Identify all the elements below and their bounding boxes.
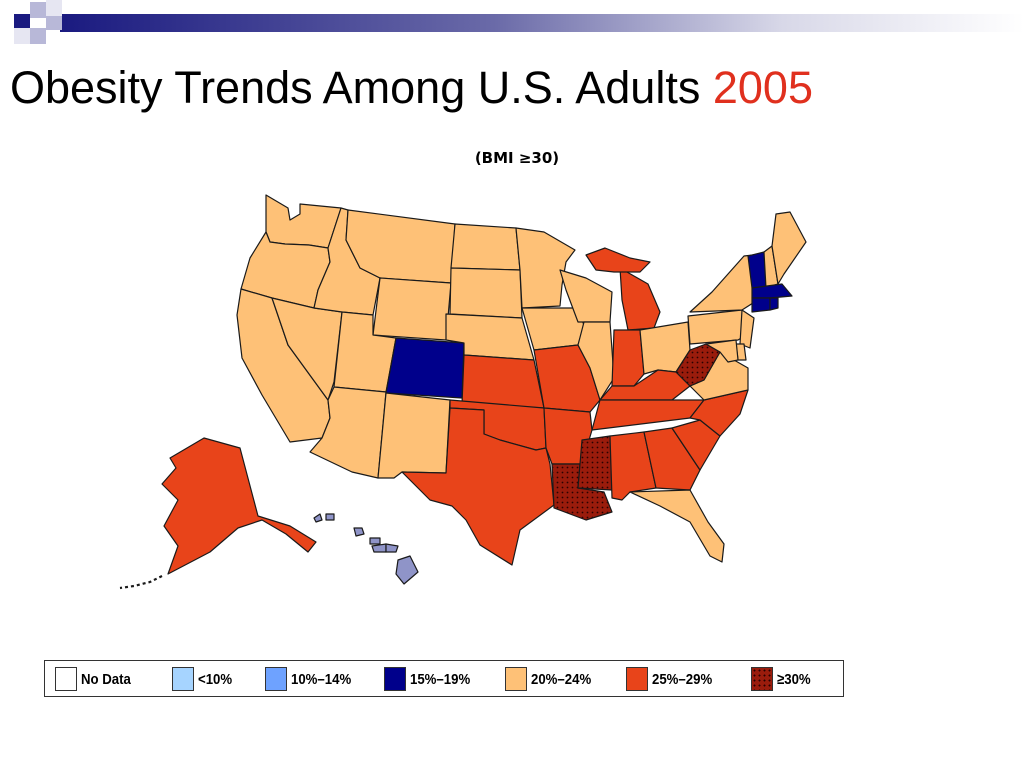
subtitle: (BMI ≥30) (474, 149, 560, 167)
legend-label: <10% (198, 670, 233, 688)
page-title: Obesity Trends Among U.S. Adults 2005 (10, 62, 813, 114)
state-pennsylvania (687, 309, 749, 345)
state-wyoming (372, 277, 452, 341)
state-washington (265, 194, 342, 249)
state-newmexico (377, 392, 451, 479)
legend-swatch (505, 667, 527, 691)
state-minnesota (515, 227, 576, 309)
state-michigan (619, 267, 661, 331)
state-massachusetts (751, 283, 793, 299)
decor-square (14, 28, 30, 44)
state-maryland (705, 339, 739, 363)
legend-item-25-29: 25%–29% (626, 667, 720, 691)
legend-item-10-14: 10%–14% (265, 667, 359, 691)
title-year: 2005 (712, 62, 813, 113)
legend-swatch (265, 667, 287, 691)
legend-item-15-19: 15%–19% (384, 667, 478, 691)
title-main: Obesity Trends Among U.S. Adults (10, 62, 701, 113)
state-idaho (313, 207, 381, 316)
state-indiana (611, 329, 645, 387)
decor-square (30, 2, 46, 18)
state-tennessee (591, 399, 705, 431)
state-michigan-upper (585, 247, 651, 273)
state-northdakota (450, 223, 521, 271)
legend-swatch (626, 667, 648, 691)
state-florida (629, 489, 725, 563)
legend-item-ge30: ≥30% (751, 667, 815, 691)
alaska-aleutian-islands (119, 575, 163, 590)
legend-swatch (751, 667, 773, 691)
header-gradient-bar (60, 14, 1024, 32)
decor-square (46, 14, 62, 30)
state-kansas (461, 354, 545, 409)
state-alaska (161, 437, 317, 575)
state-maine (771, 211, 807, 285)
state-southdakota (449, 267, 523, 319)
legend-item-20-24: 20%–24% (505, 667, 599, 691)
state-connecticut (751, 297, 771, 313)
legend-swatch (55, 667, 77, 691)
legend-label: No Data (81, 670, 131, 688)
legend-label: 10%–14% (291, 670, 352, 688)
legend-swatch (172, 667, 194, 691)
legend-label: 15%–19% (410, 670, 471, 688)
legend-item-no-data: No Data (55, 667, 138, 691)
decor-square (14, 14, 30, 30)
state-newjersey (739, 309, 755, 349)
legend-swatch (384, 667, 406, 691)
state-georgia (643, 427, 701, 491)
legend: No Data <10% 10%–14% 15%–19% 20%–24% 25%… (44, 660, 844, 697)
decor-square (30, 28, 46, 44)
hawaii-islands (313, 513, 419, 585)
state-texas (401, 407, 555, 566)
legend-item-lt10: <10% (172, 667, 237, 691)
state-rhodeisland (769, 297, 779, 311)
state-colorado (385, 337, 465, 399)
legend-label: 20%–24% (531, 670, 592, 688)
state-mississippi (577, 435, 613, 491)
legend-label: 25%–29% (652, 670, 713, 688)
state-kentucky (599, 369, 691, 401)
decor-square (46, 0, 62, 16)
legend-label: ≥30% (777, 670, 811, 688)
header-decoration (0, 0, 1024, 50)
